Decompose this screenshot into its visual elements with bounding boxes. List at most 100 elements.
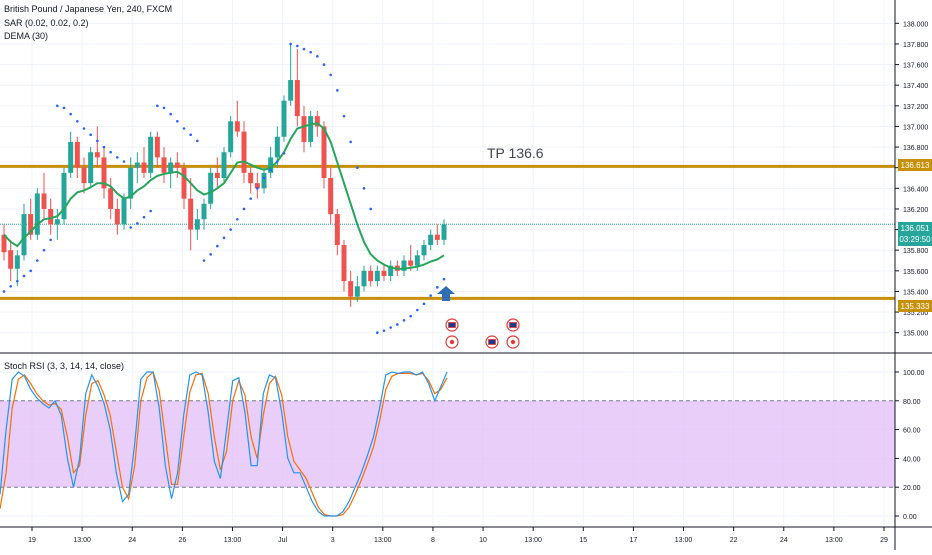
- candle-body: [94, 152, 100, 158]
- candle: [421, 239, 427, 261]
- sar-indicator-label[interactable]: SAR (0.02, 0.02, 0.2): [4, 18, 89, 28]
- countdown-tag-text: 03:29:50: [899, 235, 931, 244]
- rsi-tick-label: 0.00: [903, 514, 917, 521]
- sar-dot: [2, 290, 6, 293]
- sar-dot: [416, 308, 419, 312]
- time-tick-label: 3: [331, 537, 335, 544]
- candle: [68, 131, 74, 178]
- sar-dot: [196, 139, 199, 143]
- sar-dot: [142, 215, 146, 219]
- event-jp-icon[interactable]: [445, 335, 459, 349]
- candle: [341, 239, 347, 292]
- last-price-tag-text: 136.051: [901, 224, 930, 233]
- candle-body: [381, 270, 387, 276]
- candle: [268, 147, 274, 178]
- sar-dot: [82, 127, 86, 130]
- candle: [428, 229, 434, 251]
- candle: [81, 157, 87, 194]
- price-tick-label: 135.400: [903, 289, 928, 296]
- candle: [441, 219, 447, 246]
- sar-dot: [229, 228, 232, 231]
- candle-body: [248, 172, 254, 184]
- price-tick-label: 135.600: [903, 269, 928, 276]
- candle-body: [128, 167, 134, 199]
- candle-body: [301, 116, 307, 142]
- time-tick-label: 13:00: [374, 537, 392, 544]
- candle: [88, 147, 94, 189]
- price-tick-label: 135.000: [903, 331, 928, 338]
- candle-body: [328, 178, 334, 215]
- candle: [301, 105, 307, 153]
- sar-dot: [342, 114, 346, 118]
- sar-dot: [49, 238, 52, 242]
- symbol-title[interactable]: British Pound / Japanese Yen, 240, FXCM: [4, 4, 173, 14]
- candle: [334, 208, 340, 256]
- sar-dot: [36, 259, 39, 262]
- support-price-tag: 135.333: [898, 300, 932, 312]
- sar-dot: [189, 133, 192, 136]
- sar-dot: [429, 294, 432, 297]
- sar-dot: [329, 73, 332, 77]
- candle: [214, 157, 220, 189]
- sar-dot: [136, 222, 139, 225]
- time-tick-label: 19: [28, 537, 36, 544]
- price-tick-label: 136.400: [903, 186, 928, 193]
- event-flag-icon[interactable]: [485, 335, 499, 349]
- sar-dot: [162, 106, 166, 110]
- sar-dot: [202, 259, 206, 262]
- candle-body: [314, 116, 320, 127]
- candle-body: [268, 157, 274, 173]
- sar-dot: [356, 166, 359, 169]
- sar-dot: [396, 323, 399, 326]
- candle: [241, 121, 247, 184]
- event-flag-icon[interactable]: [445, 318, 459, 332]
- time-tick-label: 24: [128, 537, 136, 544]
- candle: [348, 270, 354, 307]
- candle-body: [28, 214, 34, 235]
- sar-dot: [336, 89, 339, 92]
- price-tick-label: 137.600: [903, 63, 928, 70]
- price-tick-label: 135.800: [903, 248, 928, 255]
- candle-body: [294, 80, 300, 117]
- sar-dot: [176, 119, 179, 123]
- time-tick-label: 24: [780, 537, 788, 544]
- candle: [261, 167, 267, 194]
- rsi-axis-ticks: 100.00 80.00 60.00 40.00 20.00 0.00: [895, 370, 925, 521]
- tp-annotation-text[interactable]: TP 136.6: [487, 145, 544, 161]
- stoch-rsi-indicator-label[interactable]: Stoch RSI (3, 3, 14, 14, close): [4, 361, 125, 371]
- sar-dot: [96, 139, 99, 143]
- candle-body: [161, 157, 167, 173]
- candle-body: [148, 136, 154, 173]
- time-tick-label: Jul: [278, 537, 287, 544]
- sar-dot: [76, 119, 79, 123]
- rsi-overbought-oversold-band: [0, 400, 895, 488]
- dema-series-line: [3, 122, 445, 270]
- candle: [201, 198, 207, 230]
- candle: [21, 203, 27, 261]
- candle: [288, 43, 294, 106]
- price-tick-label: 137.400: [903, 83, 928, 90]
- candle-body: [61, 172, 67, 220]
- sar-dot: [102, 145, 106, 149]
- candle-body: [141, 162, 147, 173]
- candle-body: [21, 214, 27, 256]
- candle: [221, 147, 227, 184]
- event-jp-icon[interactable]: [506, 335, 520, 349]
- candle: [54, 208, 60, 240]
- candle: [328, 167, 334, 225]
- support-price-tag-text: 135.333: [901, 302, 930, 311]
- candle-body: [41, 193, 47, 209]
- time-tick-label: 22: [730, 537, 738, 544]
- sar-dot: [216, 244, 219, 248]
- candle: [374, 265, 380, 287]
- dema-indicator-label[interactable]: DEMA (30): [4, 31, 49, 41]
- sar-dot: [16, 279, 19, 283]
- candle-body: [14, 255, 20, 269]
- rsi-tick-label: 60.00: [903, 428, 921, 435]
- candle-body: [88, 152, 94, 184]
- candle-body: [428, 234, 434, 246]
- candle: [1, 224, 7, 261]
- event-flag-icon[interactable]: [506, 318, 520, 332]
- candle: [368, 265, 374, 287]
- candle-body: [408, 260, 414, 266]
